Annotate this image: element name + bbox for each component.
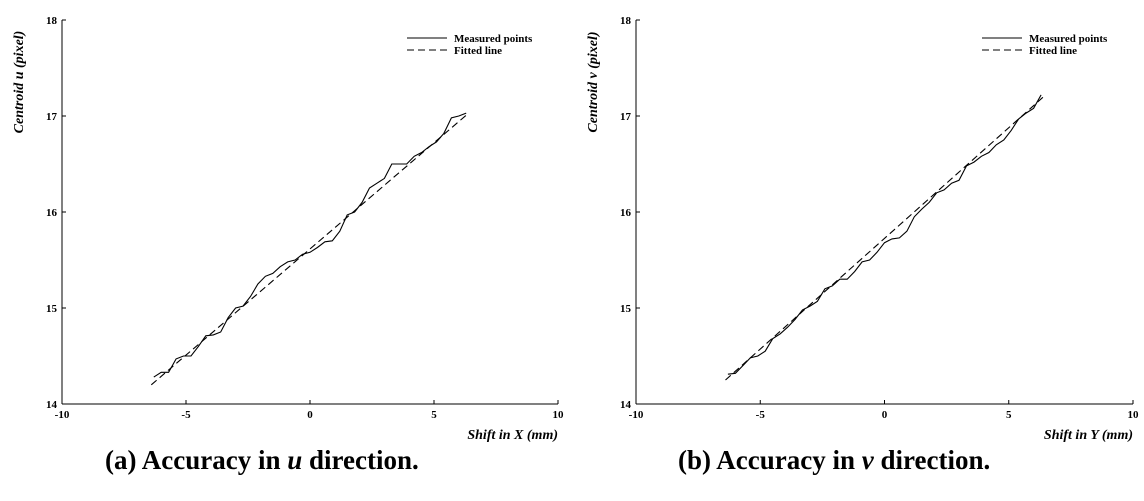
- y-tick-label: 15: [620, 303, 632, 315]
- fitted-line-series: [150, 112, 470, 386]
- legend-label: Measured points: [454, 33, 533, 45]
- x-tick-label: 0: [882, 409, 888, 421]
- x-tick-label: 10: [1128, 409, 1140, 421]
- legend-label: Fitted line: [454, 45, 502, 57]
- legend-label: Measured points: [1029, 33, 1108, 45]
- x-tick-label: 5: [1006, 409, 1012, 421]
- caption-a: (a) Accuracy in u direction.: [105, 445, 419, 476]
- x-axis-title: Shift in Y (mm): [1044, 428, 1133, 443]
- x-tick-label: 5: [431, 409, 437, 421]
- chart-panel-a: -10 -5 0 5 10 14 15 16 17 18 Shift in X (mm) Centro…: [12, 15, 564, 443]
- y-tick-label: 14: [620, 399, 632, 411]
- caption-b-variable: v: [861, 445, 874, 475]
- x-tick-label: -5: [756, 409, 766, 421]
- caption-a-variable: u: [287, 445, 303, 475]
- x-tick-label: 0: [307, 409, 313, 421]
- y-tick-label: 14: [46, 399, 58, 411]
- measured-points-series: [727, 94, 1042, 375]
- x-tick-label: -10: [55, 409, 70, 421]
- chart-panel-b: -10 -5 0 5 10 14 15 16 17 18 Shift in Y (mm) Centro…: [586, 15, 1139, 443]
- y-tick-label: 17: [620, 111, 632, 123]
- caption-b: (b) Accuracy in v direction.: [678, 445, 990, 476]
- y-axis-title: Centroid u (pixel): [12, 31, 27, 134]
- fitted-line-series: [725, 96, 1044, 381]
- x-tick-label: 10: [553, 409, 565, 421]
- caption-a-prefix: (a) Accuracy in: [105, 445, 288, 475]
- caption-a-suffix: direction.: [302, 445, 419, 475]
- legend-label: Fitted line: [1029, 45, 1077, 57]
- y-tick-label: 16: [46, 207, 58, 219]
- caption-b-suffix: direction.: [873, 445, 991, 475]
- y-tick-label: 18: [46, 15, 58, 27]
- y-tick-label: 15: [46, 303, 58, 315]
- measured-points-series: [153, 112, 467, 378]
- caption-b-prefix: (b) Accuracy in: [678, 445, 862, 475]
- x-axis-title: Shift in X (mm): [467, 428, 558, 443]
- y-tick-label: 18: [620, 15, 632, 27]
- y-axis-title: Centroid v (pixel): [586, 31, 601, 132]
- y-tick-label: 17: [46, 111, 58, 123]
- y-tick-label: 16: [620, 207, 632, 219]
- x-tick-label: -5: [181, 409, 191, 421]
- x-tick-label: -10: [629, 409, 644, 421]
